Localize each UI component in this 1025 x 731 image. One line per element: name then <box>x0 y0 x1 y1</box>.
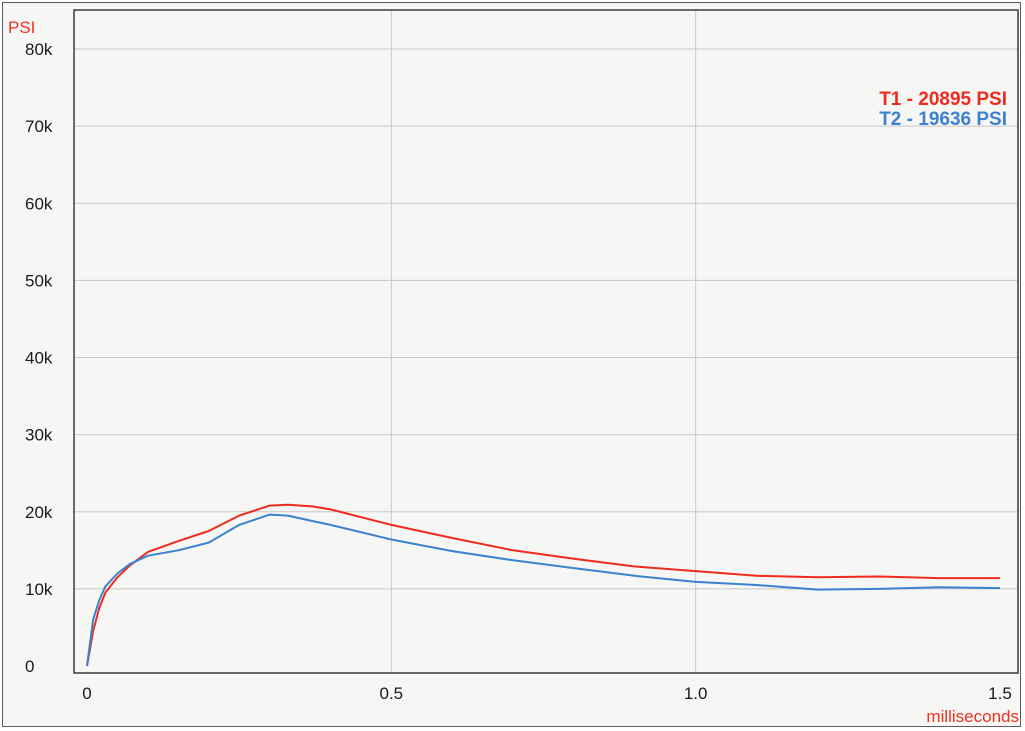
y-tick-label: 60k <box>25 194 53 213</box>
y-tick-label: 10k <box>25 580 53 599</box>
y-tick-label: 30k <box>25 426 53 445</box>
y-tick-label: 80k <box>25 40 53 59</box>
y-tick-label: 40k <box>25 349 53 368</box>
pressure-chart: 0 10k 20k 30k 40k 50k 60k 70k 80k 0 0.5 1.0 1.5 PSI… <box>8 9 1019 726</box>
x-axis-label: milliseconds <box>926 707 1019 726</box>
y-tick-label: 70k <box>25 117 53 136</box>
x-tick-label: 1.0 <box>684 684 708 703</box>
legend-entry-t2: T2 - 19636 PSI <box>879 109 1007 130</box>
series-line-t1 <box>86 503 1000 667</box>
legend-entry-t1: T1 - 20895 PSI <box>879 89 1007 110</box>
x-tick-label: 1.5 <box>988 684 1012 703</box>
y-axis-label: PSI <box>8 18 35 37</box>
x-tick-label: 0.5 <box>380 684 404 703</box>
y-axis-ticks: 0 10k 20k 30k 40k 50k 60k 70k 80k <box>25 40 53 676</box>
x-axis-ticks: 0 0.5 1.0 1.5 <box>82 684 1012 703</box>
grid <box>74 10 1018 673</box>
y-tick-label: 0 <box>25 657 34 676</box>
y-tick-label: 50k <box>25 271 53 290</box>
plot-area-border <box>73 9 1019 674</box>
y-tick-label: 20k <box>25 503 53 522</box>
series-line-t2 <box>86 513 1001 667</box>
x-tick-label: 0 <box>82 684 91 703</box>
series-group <box>86 503 1001 667</box>
